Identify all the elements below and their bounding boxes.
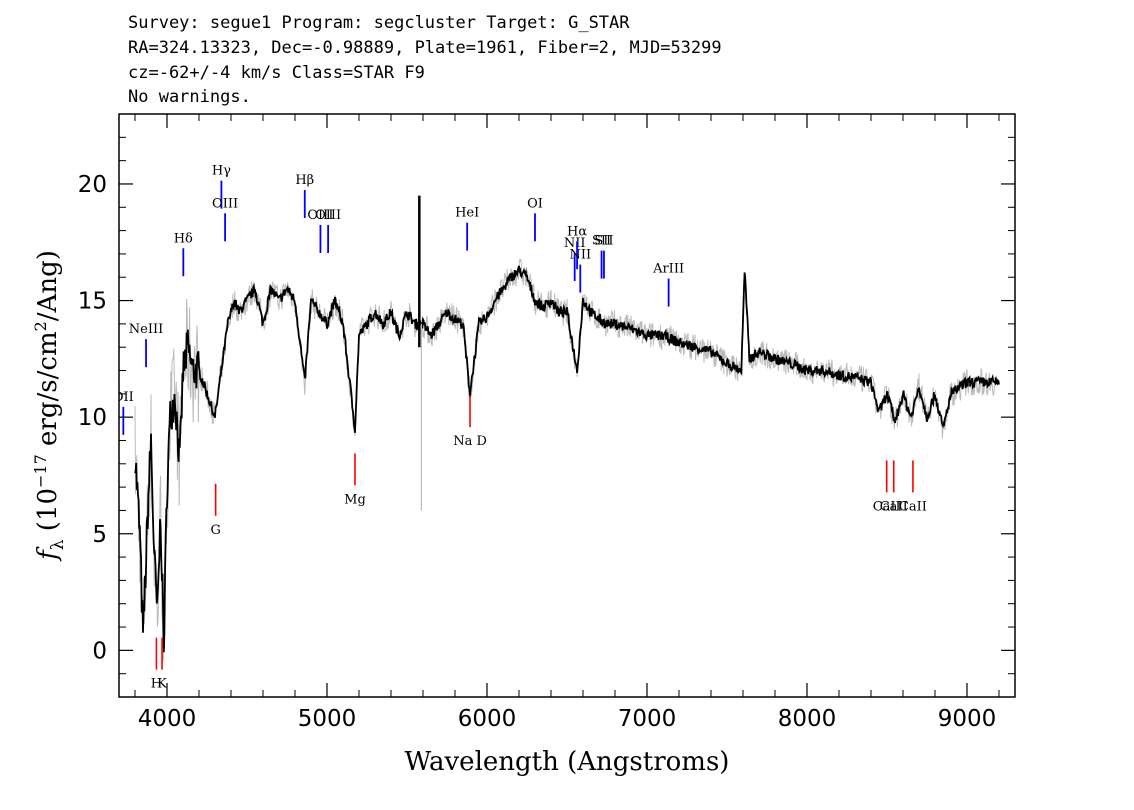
y-axis-title-exponent: −17 [31,454,50,488]
absorption-line-label: K [157,677,167,692]
x-tick-label: 8000 [778,706,837,732]
emission-line-label: NII [569,248,591,263]
emission-line-label: NII [564,236,586,251]
emission-line-label: Hγ [212,164,231,179]
x-tick-label: 4000 [138,706,197,732]
emission-line-label: SII [594,234,613,249]
y-tick-label: 5 [92,522,107,548]
y-tick-label: 0 [92,638,107,664]
header-line-3: cz=-62+/-4 km/s Class=STAR F9 [128,63,425,83]
emission-line-label: Hα [567,224,587,239]
absorption-line-label: H [151,677,162,692]
plot-frame [118,113,1016,698]
axes: 4000 5000 6000 7000 8000 9000 0 5 10 15 20 [78,114,1015,732]
data-layer [134,195,1000,662]
emission-line-label: Hβ [295,173,314,188]
emission-line-label: Hδ [174,231,193,246]
y-axis-title-post: /Ang) [33,250,63,321]
emission-line-label: OIII [315,208,341,223]
y-tick-label: 15 [78,289,107,315]
x-tick-label: 5000 [298,706,357,732]
y-axis-title: fλ (10−17 erg/s/cm2/Ang) [31,250,68,562]
absorption-line-label: CaII [880,499,908,514]
absorption-line-label: CaII [873,499,901,514]
x-tick-label: 7000 [618,706,677,732]
x-axis-title: Wavelength (Angstroms) [405,747,730,777]
emission-line-label: ArIII [652,262,684,277]
y-tick-label: 20 [78,172,107,198]
absorption-line-label: CaII [899,499,927,514]
emission-line-label: OIII [212,196,238,211]
y-tick-label: 10 [78,405,107,431]
emission-line-label: OIII [307,208,333,223]
header-line-4: No warnings. [128,87,251,107]
emission-line-label: SII [592,234,611,249]
absorption-line-label: Na D [453,434,487,449]
emission-line-label: NeIII [129,322,163,337]
y-axis-title-mid: erg/s/cm [33,331,63,454]
y-axis-title-pre: (10 [33,488,63,540]
emission-line-label: OI [527,196,543,211]
absorption-line-label: G [210,523,220,538]
x-tick-label: 9000 [938,706,997,732]
x-tick-label: 6000 [458,706,517,732]
emission-line-label: OII [113,390,134,405]
flux-series-line [134,265,1000,653]
header: Survey: segue1 Program: segcluster Targe… [128,13,722,107]
emission-line-label: HeI [455,206,479,221]
y-axis-title-exponent-2: 2 [31,321,50,331]
header-line-1: Survey: segue1 Program: segcluster Targe… [128,13,630,33]
absorption-line-label: Mg [344,492,366,507]
header-line-2: RA=324.13323, Dec=-0.98889, Plate=1961, … [128,38,722,58]
y-axis-title-subscript: λ [48,539,68,550]
